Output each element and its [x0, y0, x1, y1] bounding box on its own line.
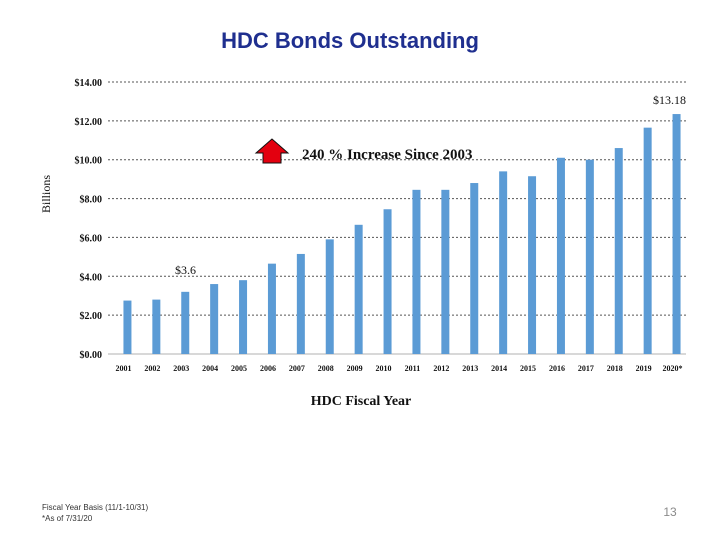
x-tick-label: 2010 — [376, 364, 392, 373]
x-tick-label: 2003 — [173, 364, 189, 373]
x-tick-label: 2018 — [607, 364, 623, 373]
bar — [354, 224, 363, 354]
x-tick-label: 2017 — [578, 364, 594, 373]
bar — [123, 300, 132, 354]
x-tick-label: 2020* — [663, 364, 683, 373]
x-tick-label: 2001 — [115, 364, 131, 373]
bar — [267, 263, 276, 354]
page-title: HDC Bonds Outstanding — [221, 28, 479, 53]
x-tick-label: 2006 — [260, 364, 276, 373]
bar — [614, 148, 623, 354]
x-axis-label: HDC Fiscal Year — [311, 394, 412, 409]
x-tick-label: 2002 — [144, 364, 160, 373]
x-tick-label: 2019 — [636, 364, 652, 373]
up-arrow-icon — [254, 138, 290, 164]
y-tick-label: $4.00 — [80, 272, 103, 283]
bar — [296, 253, 305, 354]
bar — [181, 291, 190, 354]
bar — [383, 209, 392, 354]
bar — [210, 284, 219, 354]
bar — [441, 189, 450, 354]
x-tick-label: 2011 — [405, 364, 421, 373]
y-axis-label: Billions — [39, 175, 53, 213]
footnote-as-of: *As of 7/31/20 — [42, 514, 93, 523]
bar — [239, 280, 248, 354]
x-tick-label: 2014 — [491, 364, 507, 373]
y-tick-label: $6.00 — [80, 233, 103, 244]
bar — [412, 189, 421, 354]
annotation-increase: 240 % Increase Since 2003 — [302, 147, 473, 163]
bar — [499, 171, 508, 354]
x-tick-label: 2004 — [202, 364, 218, 373]
x-tick-label: 2015 — [520, 364, 536, 373]
bar — [585, 159, 594, 354]
bar — [643, 127, 652, 355]
y-tick-label: $14.00 — [75, 78, 103, 89]
page-number: 13 — [663, 505, 677, 519]
bar — [325, 239, 334, 354]
bars — [123, 114, 681, 355]
y-tick-label: $12.00 — [75, 117, 103, 128]
annotation-start-value: $3.6 — [175, 263, 196, 277]
x-axis-ticks: 2001 2002 2003 2004 2005 2006 2007 2008 2009 2010… — [115, 364, 682, 373]
y-tick-label: $0.00 — [80, 350, 103, 361]
x-tick-label: 2012 — [433, 364, 449, 373]
footnote-fiscal-basis: Fiscal Year Basis (11/1-10/31) — [42, 503, 149, 512]
bar — [556, 157, 565, 354]
bar — [672, 114, 681, 354]
x-tick-label: 2008 — [318, 364, 334, 373]
x-tick-label: 2005 — [231, 364, 247, 373]
x-tick-label: 2007 — [289, 364, 305, 373]
y-tick-label: $10.00 — [75, 156, 103, 167]
x-tick-label: 2013 — [462, 364, 478, 373]
gridlines — [108, 81, 686, 355]
bar — [470, 183, 479, 354]
annotation-end-value: $13.18 — [653, 93, 686, 107]
y-tick-label: $2.00 — [80, 311, 103, 322]
x-tick-label: 2016 — [549, 364, 565, 373]
y-tick-label: $8.00 — [80, 195, 103, 206]
y-axis-ticks: $0.00 $2.00 $4.00 $6.00 $8.00 $10.00 $12.00 $14… — [75, 78, 103, 361]
x-tick-label: 2009 — [347, 364, 363, 373]
bar — [152, 299, 161, 354]
bar — [528, 176, 537, 354]
